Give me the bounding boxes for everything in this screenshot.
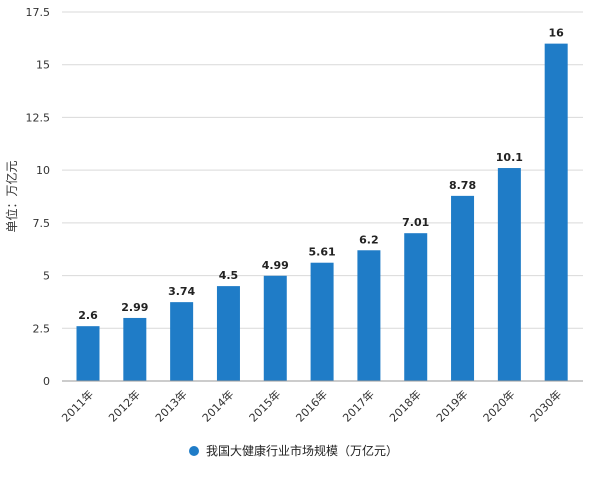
y-tick-label: 15	[36, 59, 50, 72]
data-label: 10.1	[496, 151, 523, 164]
bar[interactable]	[263, 275, 287, 381]
legend[interactable]: 我国大健康行业市场规模（万亿元）	[189, 443, 398, 458]
legend-series-label: 我国大健康行业市场规模（万亿元）	[206, 443, 398, 458]
legend-marker	[189, 446, 199, 456]
grid-lines	[62, 11, 583, 329]
data-label: 7.01	[402, 216, 429, 229]
bar[interactable]	[310, 262, 334, 381]
data-label: 2.6	[78, 309, 98, 322]
x-tick-label: 2020年	[480, 387, 517, 424]
x-tick-label: 2014年	[199, 387, 236, 424]
x-tick-label: 2030年	[527, 387, 564, 424]
y-axis-label: 单位：万亿元	[4, 160, 19, 232]
x-tick-label: 2011年	[59, 387, 96, 424]
y-axis-ticks: 0 2.5 5 7.5 10 12.5 15 17.5	[26, 6, 51, 388]
y-tick-label: 7.5	[33, 217, 51, 230]
bar[interactable]	[123, 317, 147, 381]
bar[interactable]	[216, 286, 240, 381]
bar[interactable]	[357, 250, 381, 381]
y-tick-label: 5	[43, 270, 50, 283]
data-label: 16	[549, 27, 565, 40]
data-label: 5.61	[309, 246, 336, 259]
data-labels: 2.6 2.99 3.74 4.5 4.99 5.61 6.2 7.01 8.78 10.1 16	[78, 27, 564, 323]
bar[interactable]	[497, 168, 521, 381]
x-tick-label: 2019年	[433, 387, 470, 424]
x-axis-ticks: 2011年 2012年 2013年 2014年 2015年 2016年 2017年 2018年…	[59, 387, 565, 424]
y-tick-label: 10	[36, 164, 50, 177]
bars	[76, 43, 568, 381]
x-tick-label: 2016年	[293, 387, 330, 424]
bar[interactable]	[170, 302, 194, 381]
x-tick-label: 2018年	[386, 387, 423, 424]
data-label: 2.99	[121, 301, 148, 314]
y-tick-label: 12.5	[26, 111, 51, 124]
bar[interactable]	[544, 43, 568, 381]
data-label: 4.99	[262, 259, 289, 272]
data-label: 3.74	[168, 285, 195, 298]
x-tick-label: 2012年	[105, 387, 142, 424]
y-tick-label: 17.5	[26, 6, 51, 19]
x-tick-label: 2017年	[340, 387, 377, 424]
data-label: 8.78	[449, 179, 476, 192]
x-tick-label: 2015年	[246, 387, 283, 424]
bar[interactable]	[451, 195, 475, 381]
data-label: 6.2	[359, 233, 379, 246]
x-tick-label: 2013年	[152, 387, 189, 424]
y-tick-label: 0	[43, 375, 50, 388]
bar[interactable]	[76, 326, 100, 381]
bar[interactable]	[404, 233, 428, 381]
y-tick-label: 2.5	[33, 322, 51, 335]
data-label: 4.5	[219, 269, 239, 282]
